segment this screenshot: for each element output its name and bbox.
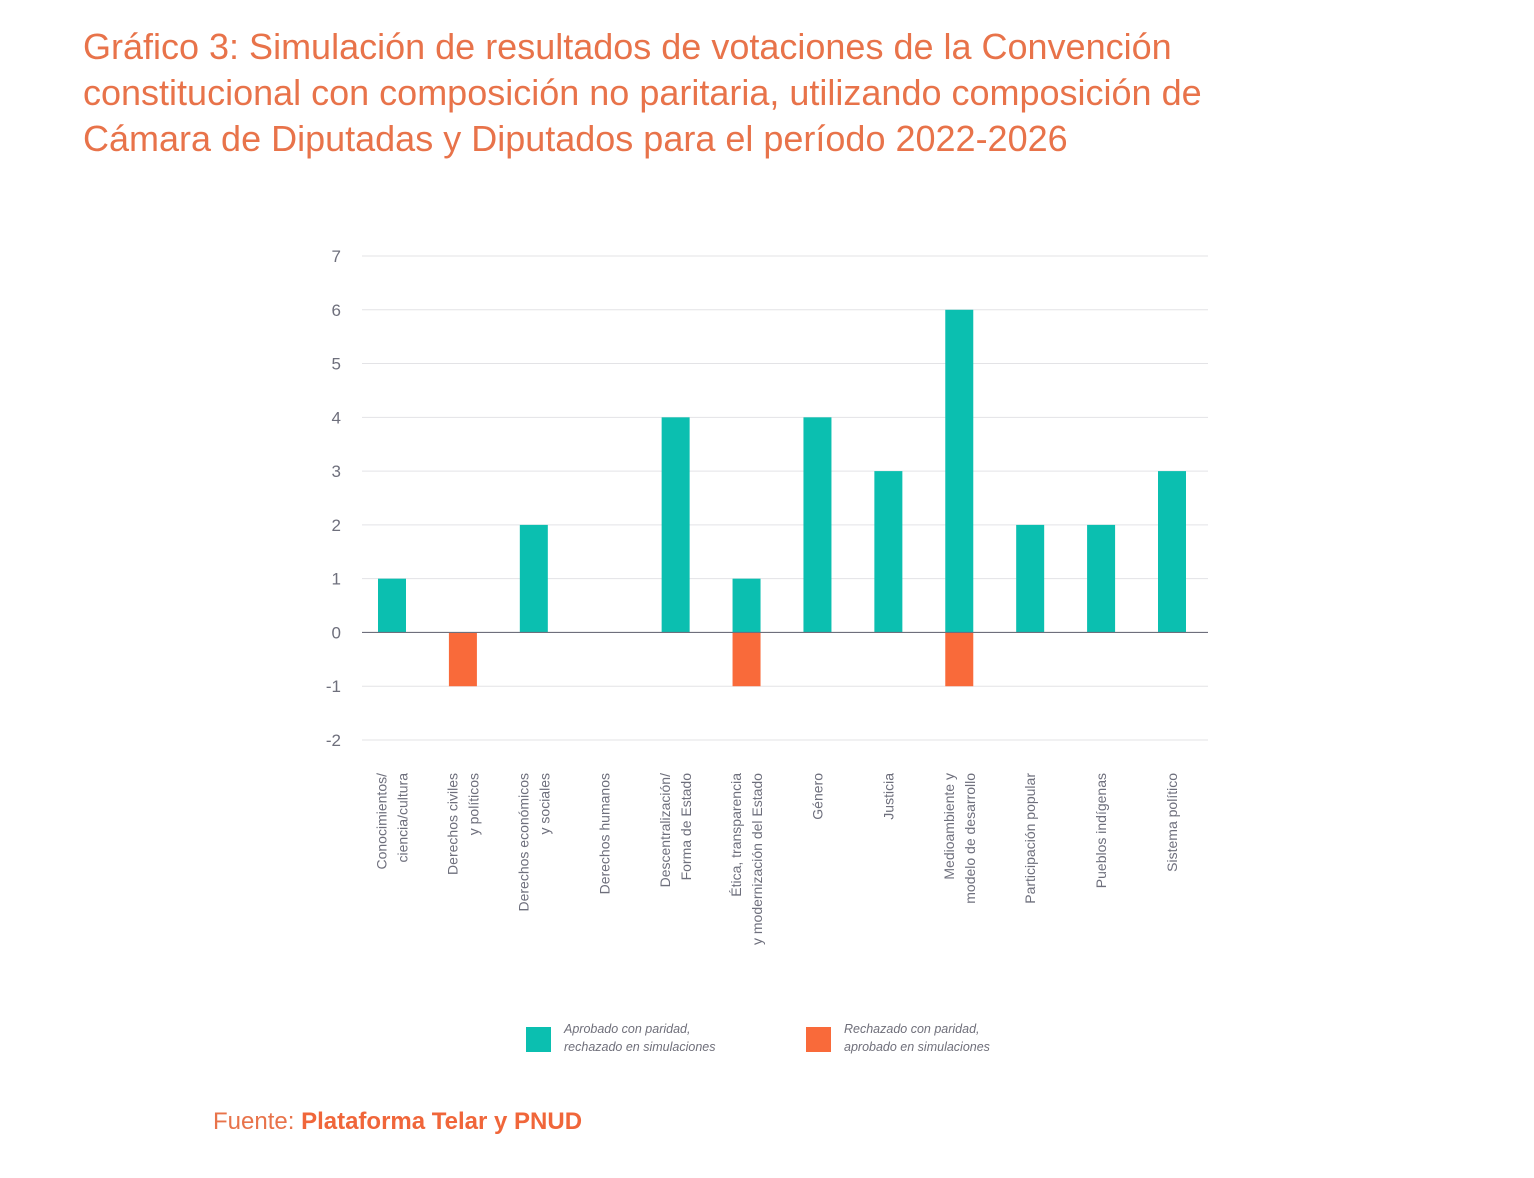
- legend-item-rejected: Rechazado con paridad, aprobado en simul…: [806, 1020, 990, 1056]
- x-tick-label: y sociales: [536, 773, 552, 834]
- legend-label-rejected: Rechazado con paridad, aprobado en simul…: [844, 1020, 990, 1056]
- source-note: Fuente: Plataforma Telar y PNUD: [213, 1108, 582, 1136]
- legend-label-line: rechazado en simulaciones: [564, 1040, 716, 1054]
- x-tick-label: Participación popular: [1022, 773, 1038, 904]
- y-tick-label: -2: [326, 731, 341, 750]
- y-tick-label: 7: [332, 247, 341, 266]
- bar-rejected: [732, 632, 761, 687]
- x-tick-label: Pueblos indígenas: [1093, 773, 1109, 888]
- y-tick-label: 5: [332, 355, 341, 374]
- bar-chart: 7 6 5 4 3 2 1 0 -1 -2 Conocimientos/ciencia/cultur…: [326, 247, 1208, 945]
- y-tick-label: 2: [332, 516, 341, 535]
- legend-item-approved: Aprobado con paridad, rechazado en simul…: [526, 1020, 715, 1056]
- x-tick-label: Medioambiente y: [941, 773, 957, 880]
- bar-approved: [1016, 524, 1045, 633]
- x-tick-label: Forma de Estado: [678, 773, 694, 881]
- legend-label-line: Rechazado con paridad,: [844, 1022, 980, 1036]
- bar-rejected: [945, 632, 974, 687]
- x-tick-label: y modernización del Estado: [749, 773, 765, 945]
- x-tick-label: Justicia: [880, 773, 896, 820]
- x-tick-label: Derechos económicos: [515, 773, 531, 912]
- bar-rejected: [448, 632, 477, 687]
- x-tick-label: Descentralización/: [657, 773, 673, 887]
- bar-approved: [1158, 471, 1186, 633]
- bar-approved: [378, 578, 406, 633]
- x-tick-label: Sistema político: [1164, 773, 1180, 872]
- legend-label-line: Aprobado con paridad,: [564, 1022, 691, 1036]
- chart-title: Gráfico 3: Simulación de resultados de v…: [83, 24, 1503, 162]
- y-tick-label: 4: [332, 408, 341, 427]
- x-tick-label: ciencia/cultura: [395, 773, 411, 863]
- bar-approved: [945, 309, 974, 633]
- chart-title-line: Cámara de Diputadas y Diputados para el …: [83, 118, 1068, 159]
- legend-swatch-approved: [526, 1027, 551, 1052]
- y-tick-label: 3: [332, 462, 341, 481]
- y-tick-label: 0: [332, 623, 341, 642]
- legend-label-line: aprobado en simulaciones: [844, 1040, 990, 1054]
- x-tick-label: Género: [809, 773, 825, 820]
- bar-approved: [732, 578, 761, 633]
- y-tick-label: 6: [332, 301, 341, 320]
- source-value: Plataforma Telar y PNUD: [301, 1108, 583, 1135]
- bar-approved: [661, 417, 690, 633]
- legend-swatch-rejected: [806, 1027, 831, 1052]
- bar-approved: [803, 417, 832, 633]
- x-tick-label: Conocimientos/: [374, 773, 390, 870]
- legend-label-approved: Aprobado con paridad, rechazado en simul…: [564, 1020, 715, 1056]
- y-tick-label: -1: [326, 677, 341, 696]
- y-tick-label: 1: [332, 570, 341, 589]
- x-tick-label: Ética, transparencia: [728, 773, 744, 897]
- x-tick-label: Derechos civiles: [444, 773, 460, 875]
- chart-title-line: Gráfico 3: Simulación de resultados de v…: [83, 26, 1172, 67]
- x-tick-label: modelo de desarrollo: [962, 773, 978, 904]
- chart-title-line: constitucional con composición no parita…: [83, 72, 1202, 113]
- x-tick-label: Derechos humanos: [597, 773, 613, 894]
- x-tick-label: y políticos: [465, 773, 481, 835]
- bar-approved: [1087, 524, 1116, 633]
- bar-approved: [519, 524, 548, 633]
- bar-approved: [874, 471, 903, 633]
- source-label: Fuente:: [213, 1108, 295, 1135]
